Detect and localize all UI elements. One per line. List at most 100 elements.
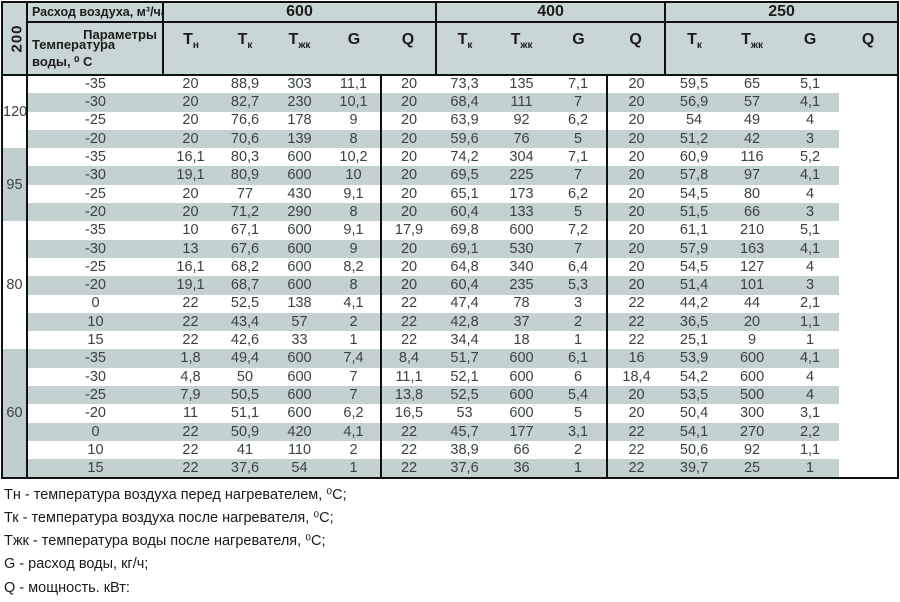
value-cell: 10 [327,166,381,185]
value-cell: 11,1 [379,367,437,387]
value-cell: 33 [272,331,327,350]
value-cell: 2 [327,440,381,460]
value-cell: 88,9 [218,75,272,94]
value-cell: 7,2 [550,221,608,240]
value-cell: 600 [272,239,327,258]
value-cell: 69,1 [436,239,494,258]
value-cell: 270 [723,422,782,441]
value-cell: 65,1 [436,184,494,204]
value-cell: 39,7 [665,459,724,478]
value-cell: 22 [163,294,218,313]
value-cell: 600 [493,221,551,240]
value-cell: 20 [606,184,666,204]
value-cell: 22 [379,331,437,350]
value-cell: 600 [272,404,327,423]
param-header-600-тжк: Тжк [272,22,327,76]
value-cell: 16 [606,349,666,368]
data-row: 60 -35 1,8 49,4 600 7,4 8,4 51,7 600 6,1 16 53,9 600… [2,349,898,478]
value-cell: 1,1 [781,312,840,332]
value-cell: 54 [665,111,724,130]
value-cell: 19,1 [163,276,218,295]
value-cell: 22 [606,312,666,332]
value-cell: 3 [781,203,840,222]
value-cell: 20 [606,221,666,240]
value-cell: 173 [493,184,551,204]
value-cell: 178 [272,111,327,130]
value-cell: 0 [26,422,163,441]
param-header-600-тн: Тн [162,22,218,76]
value-cell: -20 [26,129,163,149]
value-cell: 25 [723,459,782,478]
value-cell: 22 [606,440,666,460]
value-cell: 22 [163,440,218,460]
value-cell: 300 [723,404,782,423]
value-cell: 22 [606,459,666,478]
value-cell: 61,1 [665,221,724,240]
value-cell: 0 [26,294,163,313]
value-cell: 15 [26,459,163,478]
value-cell: 22 [379,312,437,332]
value-cell: 600 [493,386,551,405]
value-cell: 1 [550,331,608,350]
data-row: -25 7,9 50,5 600 7 13,8 52,5 600 5,4 20 53,5 500 4 [2,386,898,405]
value-cell: 36 [493,459,551,478]
value-cell: 20 [606,129,666,149]
value-cell: 15 [26,331,163,350]
data-row: 10 22 41 110 2 22 38,9 66 2 22 50,6 92 1,1 [2,440,898,460]
param-header-600-тк: Тк [218,22,272,76]
value-cell: 66 [493,440,551,460]
value-cell: 4 [781,257,840,277]
value-cell: 1,1 [781,440,840,460]
param-header-row: Параметры Температура воды, ⁰ С Тн Тк Тжк G… [2,22,899,76]
value-cell: 74,2 [436,148,494,167]
value-cell: 163 [723,239,782,258]
value-cell: 25,1 [665,331,724,350]
value-cell: 22 [606,331,666,350]
value-cell: 44,2 [665,294,724,313]
value-cell: 111 [493,93,551,112]
value-cell: 22 [379,440,437,460]
value-cell: 60,4 [436,276,494,295]
airflow-header-row: 200 Расход воздуха, м³/час 600 400 250 [2,2,899,76]
value-cell: 420 [272,422,327,441]
value-cell: 57,8 [665,166,724,185]
legend-line-g: G - расход воды, кг/ч; [4,556,149,573]
value-cell: 16,1 [163,148,218,167]
value-cell: 10 [26,440,163,460]
value-cell: 20 [379,129,437,149]
data-row: -25 20 76,6 178 9 20 63,9 92 6,2 20 54 49 4 [2,111,898,130]
value-cell: 18 [493,331,551,350]
value-cell: -35 [26,75,163,94]
value-cell: 80 [723,184,782,204]
value-cell: 1,8 [163,349,218,368]
value-cell: 303 [272,75,327,94]
value-cell: 67,6 [218,239,272,258]
value-cell: 22 [379,422,437,441]
value-cell: 37,6 [218,459,272,478]
value-cell: 56,9 [665,93,724,112]
value-cell: 5,1 [781,221,840,240]
value-cell: -30 [26,239,163,258]
flow-group-250-label: 250 [664,2,899,23]
value-cell: 37 [493,312,551,332]
value-cell: 76,6 [218,111,272,130]
value-cell: 1 [550,459,608,478]
value-cell: 135 [493,75,551,94]
value-cell: 225 [493,166,551,185]
value-cell: 8,2 [327,257,381,277]
value-cell: 70,6 [218,129,272,149]
value-cell: 20 [606,386,666,405]
value-cell: 20 [379,184,437,204]
value-cell: 38,9 [436,440,494,460]
value-cell: 69,5 [436,166,494,185]
value-cell: 3 [781,129,840,149]
value-cell: 20 [163,75,218,94]
value-cell: 20 [163,129,218,149]
value-cell: 5 [550,404,608,423]
legend-line-q: Q - мощность. кВт: [4,579,130,596]
value-cell: 20 [163,93,218,112]
flow-group-400-label: 400 [435,2,666,23]
value-cell: -30 [26,93,163,112]
value-cell: 57 [272,312,327,332]
value-cell: -20 [26,404,163,423]
